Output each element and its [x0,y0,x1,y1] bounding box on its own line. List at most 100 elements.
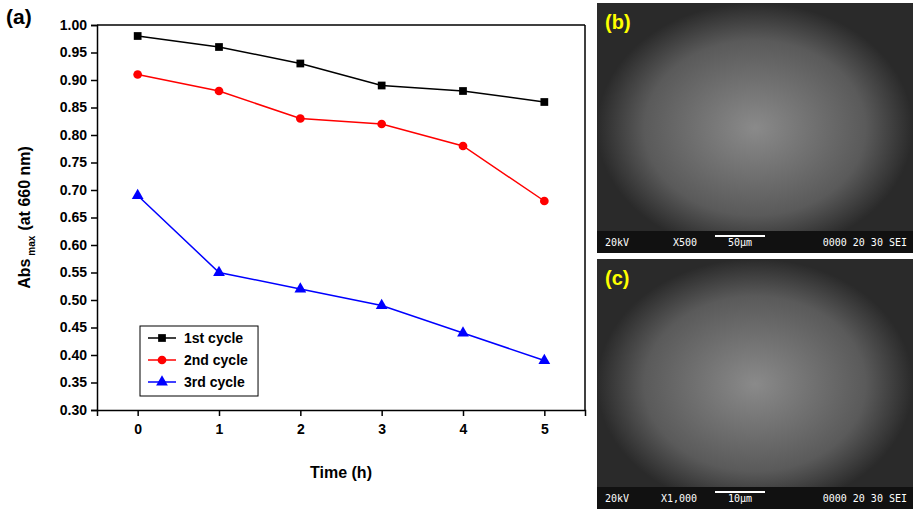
x-tick-label: 1 [216,421,224,437]
series-marker [296,60,304,68]
x-axis-title: Time (h) [310,464,372,481]
info-info: 0000 20 30 SEI [823,493,907,504]
y-tick-label: 0.65 [60,209,87,225]
series-marker [459,142,468,151]
info-magnification: X1,000 [661,493,697,504]
y-tick-mark [91,107,97,109]
series-marker [538,354,550,364]
series-marker [213,266,225,276]
series-marker [215,87,224,96]
info-scale-bar: 10μm [728,493,752,504]
frame-right [584,25,586,410]
micrograph: (b)20kVX50050μm0000 20 30 SEI [597,3,913,253]
y-tick: 0.45 [60,319,97,335]
figure: (a) 0.30 0.35 0.40 0.45 0.50 0.55 0.60 0.65 0.70 0… [0,0,917,512]
y-tick-label: 0.80 [60,127,87,143]
legend-label: 3rd cycle [184,374,245,390]
y-tick-label: 0.40 [60,347,87,363]
y-tick: 0.90 [60,72,97,88]
y-tick: 1.00 [60,17,97,33]
x-tick-mark [381,410,383,416]
info-info: 0000 20 30 SEI [823,237,907,248]
y-tick: 0.65 [60,209,97,225]
series-line [138,75,545,202]
series-marker [376,299,388,309]
series-marker [294,282,306,292]
y-tick-mark [91,327,97,329]
x-tick-label: 0 [134,421,142,437]
series-marker [540,197,549,206]
y-tick: 0.60 [60,237,97,253]
y-tick: 0.35 [60,374,97,390]
y-tick-mark [91,25,97,27]
y-tick-label: 0.35 [60,374,87,390]
y-tick-mark [91,355,97,357]
legend-label: 1st cycle [184,330,243,346]
x-tick: 0 [134,410,142,437]
x-tick-mark [544,410,546,416]
y-tick: 0.75 [60,154,97,170]
y-tick-label: 0.90 [60,72,87,88]
legend-marker [158,356,167,365]
x-tick-mark [463,410,465,416]
y-tick-label: 0.45 [60,319,87,335]
series-marker [540,98,548,106]
info-scale-bar: 50μm [728,237,752,248]
x-tick-mark [300,410,302,416]
x-tick-label: 2 [297,421,305,437]
y-tick-mark [91,135,97,137]
series-marker [296,114,305,123]
info-voltage: 20kV [605,237,629,248]
y-tick-mark [91,272,97,274]
plot-area [132,32,550,364]
y-tick: 0.55 [60,264,97,280]
series-marker [459,87,467,95]
y-tick: 0.80 [60,127,97,143]
series-line [138,196,545,361]
series-marker [134,32,142,40]
legend-box [140,326,258,396]
legend-marker [156,375,168,385]
y-axis-title: Absmax(at 660 nm) [16,146,37,289]
info-voltage: 20kV [605,493,629,504]
y-tick-mark [91,217,97,219]
series-marker [133,70,142,79]
y-tick-mark [91,410,97,412]
legend-label: 2nd cycle [184,352,248,368]
y-axis-title-sub: max [26,235,37,255]
info-magnification: X500 [673,237,697,248]
info-bar [597,231,913,253]
y-tick-label: 0.60 [60,237,87,253]
y-tick: 0.50 [60,292,97,308]
y-tick-label: 1.00 [60,17,87,33]
x-tick-label: 5 [541,421,549,437]
panel-label: (a) [6,5,32,28]
series-marker [457,326,469,336]
y-tick: 0.30 [60,402,97,418]
y-tick-label: 0.50 [60,292,87,308]
y-tick: 0.40 [60,347,97,363]
series-marker [215,43,223,51]
info-bar [597,487,913,509]
y-tick: 0.85 [60,99,97,115]
x-tick-mark [219,410,221,416]
micrograph-image [597,259,913,509]
y-tick-label: 0.85 [60,99,87,115]
legend-marker [158,334,166,342]
micrograph-label: (c) [605,267,629,289]
y-tick-mark [91,300,97,302]
y-tick-mark [91,80,97,82]
y-tick-mark [91,382,97,384]
y-tick-label: 0.75 [60,154,87,170]
x-tick-label: 4 [460,421,468,437]
x-tick: 2 [297,410,305,437]
y-axis-title-rest: (at 660 nm) [16,146,33,230]
y-tick-mark [91,52,97,54]
y-tick-mark [91,190,97,192]
x-tick: 4 [460,410,468,437]
x-tick-label: 3 [378,421,386,437]
y-tick: 0.70 [60,182,97,198]
x-tick: 3 [378,410,386,437]
micrograph-image [597,3,913,253]
y-tick-label: 0.95 [60,44,87,60]
